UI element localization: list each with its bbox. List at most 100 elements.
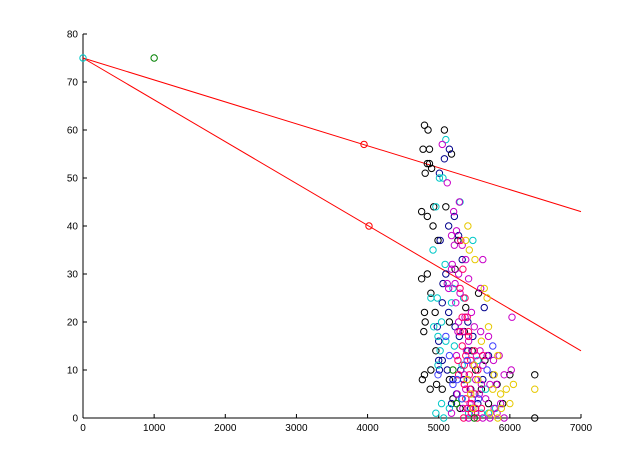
lower-fit-line <box>82 57 582 352</box>
y-tick-label: 10 <box>67 366 79 377</box>
data-point <box>454 236 462 245</box>
data-point <box>474 366 482 374</box>
data-point <box>502 385 510 393</box>
data-point <box>474 395 483 403</box>
data-point <box>420 327 428 336</box>
data-point <box>492 380 501 389</box>
data-point <box>486 414 494 422</box>
data-point <box>479 351 487 360</box>
data-point <box>481 356 489 365</box>
data-point <box>458 395 466 403</box>
data-point <box>420 371 429 379</box>
data-point <box>434 361 442 369</box>
data-point <box>459 404 467 413</box>
data-point <box>435 356 443 365</box>
data-point <box>507 366 515 374</box>
data-point <box>483 351 491 360</box>
data-point <box>445 351 454 360</box>
data-point <box>463 375 471 384</box>
axes <box>82 33 582 419</box>
data-point <box>427 164 436 173</box>
data-point <box>531 385 539 393</box>
data-point <box>438 385 446 393</box>
data-point <box>458 361 466 369</box>
data-point <box>462 395 470 403</box>
data-point <box>436 236 444 245</box>
data-point <box>447 265 456 273</box>
data-point <box>454 231 463 240</box>
data-point <box>462 303 470 312</box>
data-point <box>418 375 427 384</box>
data-point <box>480 284 488 293</box>
data-point <box>442 270 450 278</box>
data-point <box>449 380 457 389</box>
data-point <box>444 222 453 230</box>
data-point <box>499 399 507 408</box>
data-point <box>437 318 446 326</box>
data-point <box>452 299 460 307</box>
data-point <box>462 351 470 360</box>
data-point <box>489 342 497 350</box>
data-point <box>447 399 456 408</box>
data-point <box>433 294 441 302</box>
data-point <box>493 409 501 417</box>
data-point <box>447 409 456 417</box>
data-point <box>436 347 444 355</box>
data-point <box>508 313 516 321</box>
data-point <box>489 356 498 365</box>
data-point <box>449 375 457 384</box>
data-point <box>496 399 505 408</box>
y-tick-labels: 0 10 20 30 40 50 60 70 80 <box>67 30 79 425</box>
data-point <box>423 159 432 168</box>
data-point <box>439 174 447 182</box>
data-point <box>456 327 464 336</box>
x-tick-label: 4000 <box>356 423 379 434</box>
data-point <box>486 380 494 389</box>
data-point <box>457 366 465 374</box>
data-point <box>423 270 432 278</box>
data-point <box>467 308 476 317</box>
data-point <box>463 356 471 365</box>
data-point <box>494 414 502 422</box>
data-point <box>470 323 478 331</box>
data-point <box>429 222 437 230</box>
data-point <box>434 371 442 379</box>
data-point <box>441 260 449 269</box>
data-point <box>451 279 459 288</box>
data-point <box>465 371 474 379</box>
data-point <box>479 375 487 384</box>
data-point <box>464 409 473 417</box>
data-point <box>469 332 477 341</box>
data-point <box>427 366 435 374</box>
data-point <box>461 294 469 302</box>
data-point <box>481 395 490 403</box>
data-point <box>462 236 470 245</box>
data-point <box>467 404 475 413</box>
y-tick-label: 0 <box>72 414 78 425</box>
data-point <box>435 337 443 345</box>
highlighted-point <box>150 54 158 62</box>
data-point <box>531 371 539 379</box>
data-point <box>443 179 451 187</box>
data-point <box>467 356 475 365</box>
data-point <box>464 222 472 230</box>
data-point <box>470 414 478 422</box>
x-tick-label: 6000 <box>499 423 522 434</box>
data-point <box>464 332 473 341</box>
data-point <box>452 351 461 360</box>
upper-fit-line <box>82 57 582 213</box>
data-point <box>459 327 467 336</box>
data-point <box>462 385 470 393</box>
y-tick-label: 50 <box>67 174 79 185</box>
data-point <box>450 212 459 221</box>
data-point <box>467 390 475 398</box>
data-point <box>419 145 427 153</box>
data-point <box>484 399 493 408</box>
data-point <box>477 409 486 417</box>
data-point <box>483 366 491 374</box>
data-point <box>431 308 439 317</box>
data-point <box>462 255 470 264</box>
data-point <box>494 351 502 360</box>
data-point <box>469 404 477 413</box>
